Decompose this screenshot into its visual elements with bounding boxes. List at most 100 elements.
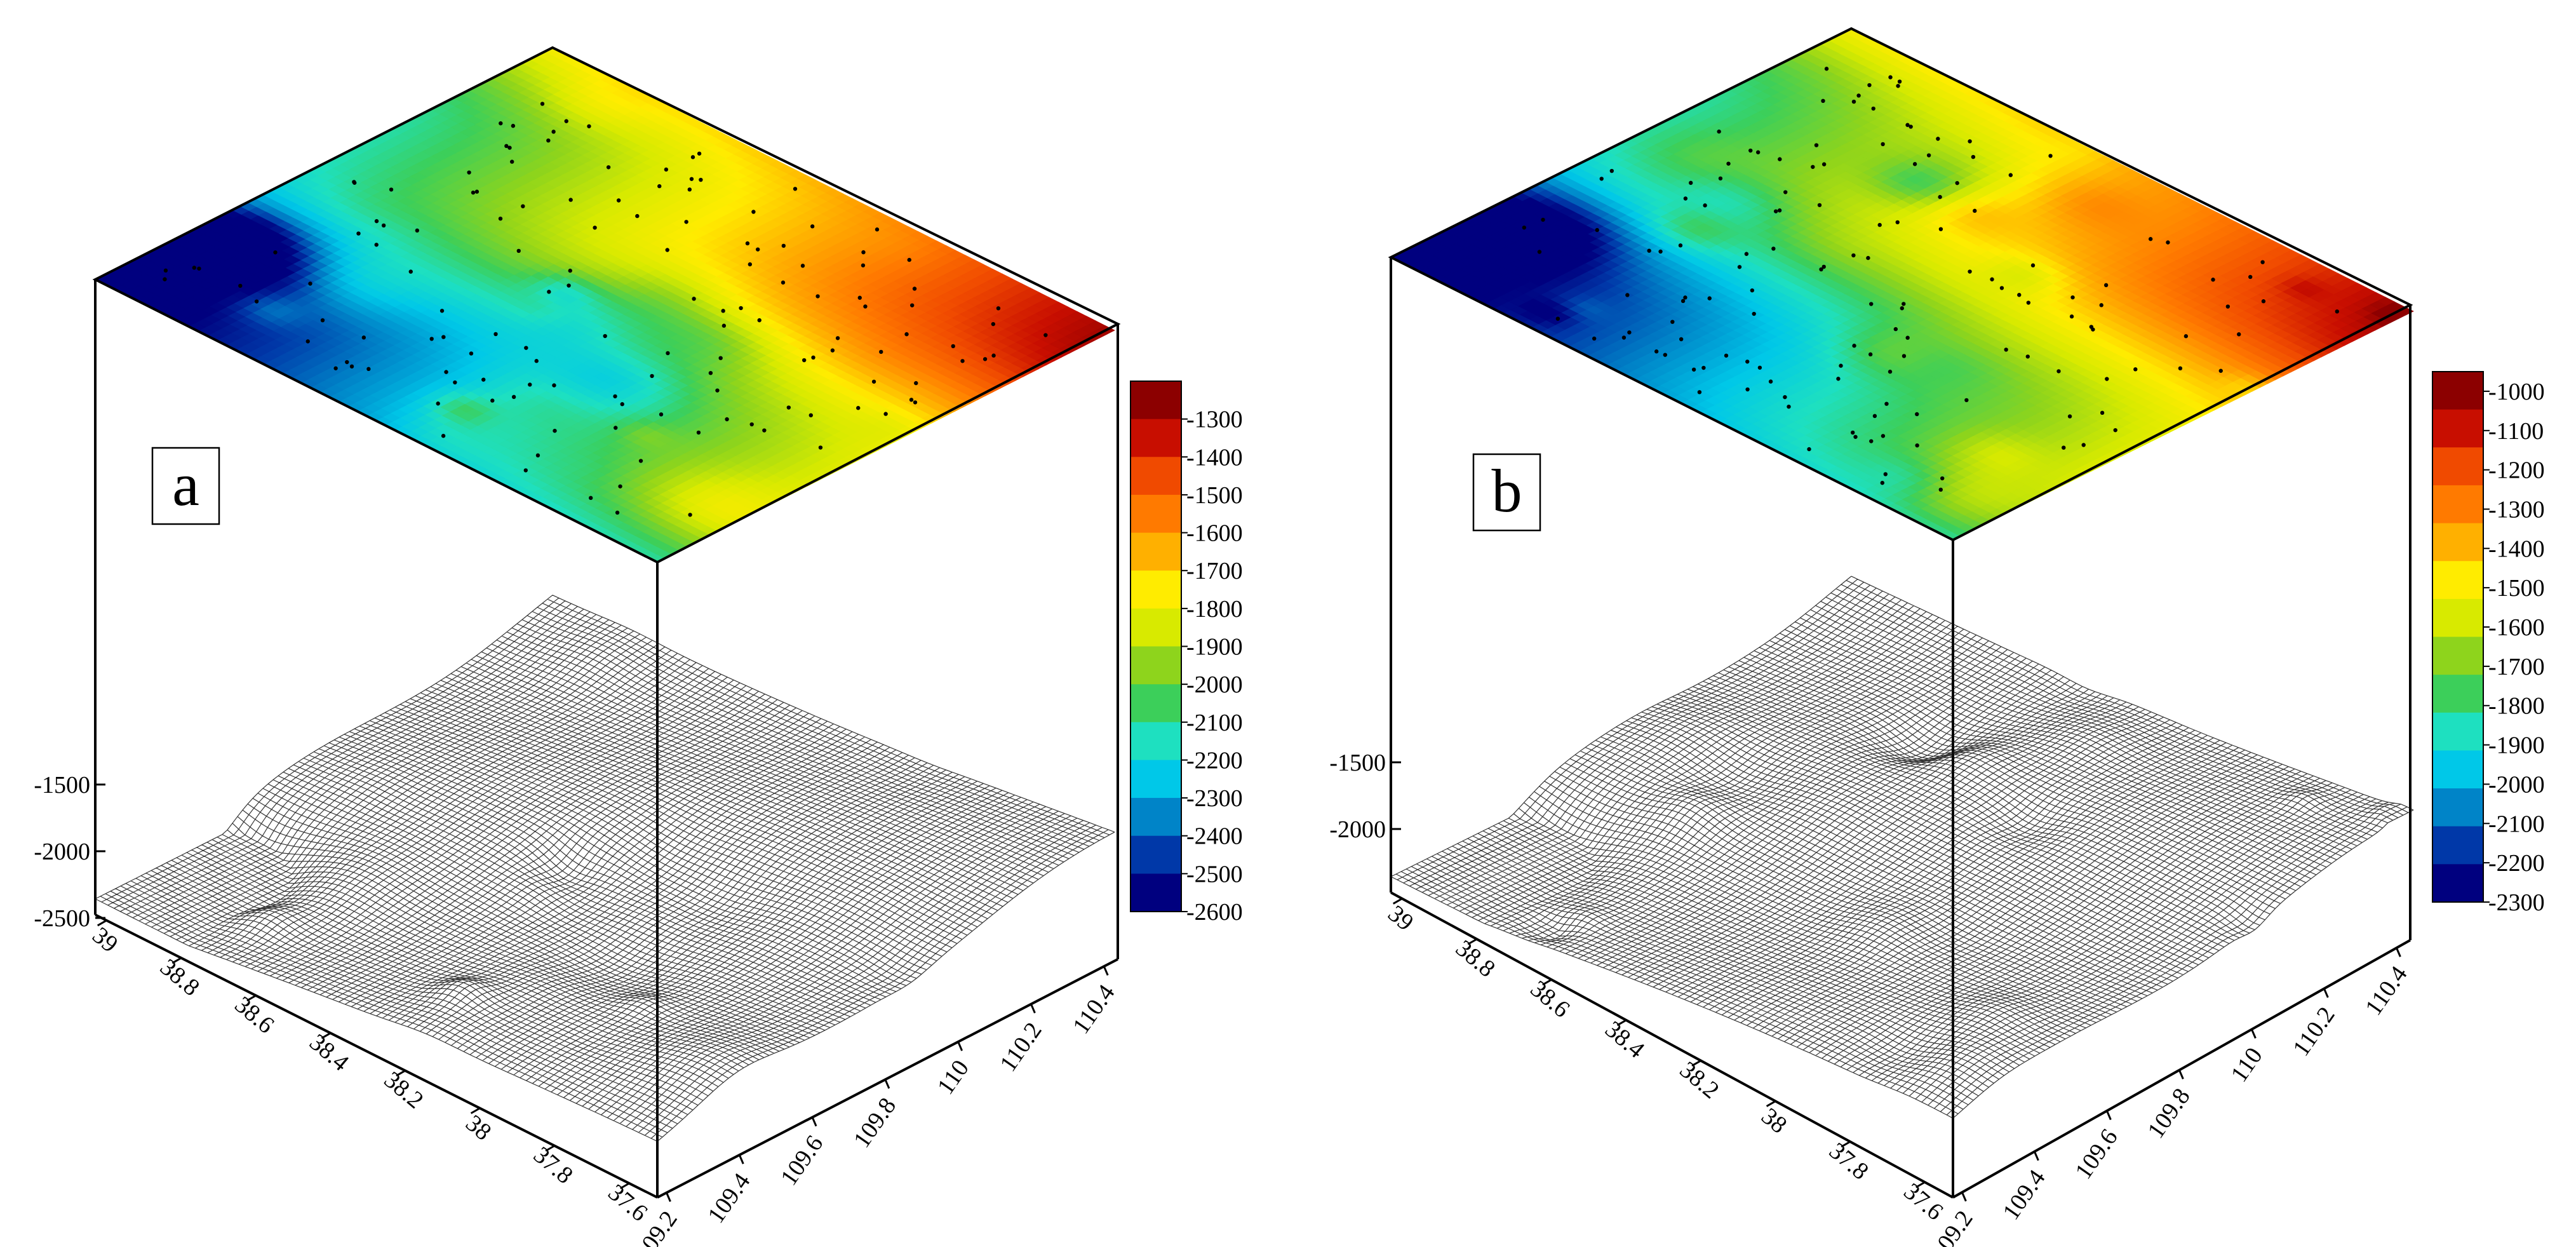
sample-point — [389, 187, 394, 192]
colorbar-label: -2300 — [1186, 785, 1243, 812]
sample-point — [567, 283, 571, 288]
z-tick-label: -1500 — [34, 772, 90, 799]
contour-map — [95, 47, 1115, 563]
sample-point — [811, 355, 815, 360]
y-tick — [884, 1079, 890, 1089]
sample-point — [498, 216, 503, 221]
sample-point — [540, 102, 545, 106]
sample-point — [696, 430, 701, 435]
sample-point — [786, 405, 791, 410]
sample-point — [781, 280, 786, 285]
sample-point — [808, 413, 813, 417]
sample-point — [914, 381, 918, 386]
colorbar-label: -1900 — [1186, 634, 1243, 661]
sample-point — [444, 370, 448, 374]
sample-point — [163, 268, 168, 273]
sample-point — [254, 299, 259, 304]
sample-point — [469, 351, 474, 356]
colorbar-label: -2200 — [1186, 747, 1243, 774]
colorbar-segment — [1130, 873, 1181, 912]
y-tick — [1103, 966, 1109, 976]
sample-point — [913, 400, 918, 405]
sample-point — [815, 294, 820, 299]
x-tick-label: 38.4 — [304, 1029, 354, 1077]
sample-point — [748, 262, 753, 267]
z-tick-label: -2000 — [34, 839, 90, 865]
sample-point — [697, 151, 702, 156]
sample-point — [616, 198, 621, 203]
colorbar-segment — [1130, 494, 1181, 534]
sample-point — [568, 198, 573, 202]
x-tick-label: 37.6 — [603, 1179, 652, 1227]
colorbar-segment — [1130, 798, 1181, 837]
sample-point — [471, 190, 476, 195]
sample-point — [614, 426, 618, 430]
sample-point — [687, 187, 692, 192]
sample-point — [546, 138, 551, 143]
sample-point — [361, 335, 366, 340]
sample-point — [835, 336, 840, 340]
colorbar-segment — [1130, 419, 1181, 457]
x-tick-label: 38.6 — [230, 991, 279, 1039]
sample-point — [308, 281, 312, 286]
sample-point — [810, 224, 815, 229]
sample-point — [273, 250, 278, 255]
sample-point — [618, 484, 622, 489]
colorbar-label: -1300 — [1186, 407, 1243, 433]
sample-point — [349, 364, 354, 369]
colorbar-segment — [1130, 608, 1181, 647]
colorbar-segment — [1130, 760, 1181, 799]
wireframe-surface — [95, 595, 1115, 1142]
sample-point — [613, 394, 617, 399]
sample-point — [1043, 333, 1048, 337]
sample-point — [960, 359, 965, 363]
sample-point — [666, 351, 670, 356]
sample-point — [689, 177, 694, 181]
sample-point — [552, 383, 556, 388]
y-tick — [738, 1154, 744, 1164]
sample-point — [439, 309, 445, 313]
y-tick-label: 110 — [932, 1055, 974, 1100]
sample-point — [453, 380, 457, 385]
sample-point — [904, 332, 909, 337]
x-tick-label: 38.8 — [155, 954, 205, 1001]
colorbar-segment — [1130, 532, 1181, 571]
y-tick — [666, 1192, 671, 1203]
sample-point — [657, 184, 662, 189]
sample-point — [745, 241, 750, 246]
sample-point — [381, 223, 386, 228]
colorbar-label: -1400 — [1186, 444, 1243, 471]
sample-point — [983, 357, 988, 361]
sample-point — [511, 123, 516, 128]
sample-point — [638, 459, 643, 463]
sample-point — [818, 445, 823, 450]
z-tick-label: -2500 — [34, 905, 90, 932]
colorbar-label: -1500 — [1186, 482, 1243, 509]
sample-point — [991, 353, 996, 358]
sample-point — [800, 264, 805, 268]
sample-point — [757, 318, 761, 323]
colorbar-segment — [1130, 381, 1181, 420]
sample-point — [436, 401, 440, 406]
sample-point — [197, 266, 201, 271]
sample-point — [793, 187, 798, 191]
sample-point — [305, 339, 310, 344]
sample-point — [883, 412, 888, 416]
sample-point — [553, 428, 557, 433]
sample-point — [659, 412, 664, 417]
colorbar-label: -2000 — [1186, 671, 1243, 698]
panel-label: a — [172, 450, 199, 518]
y-tick-label: 110.4 — [1068, 980, 1120, 1039]
sample-point — [467, 170, 471, 175]
sample-point — [320, 318, 325, 323]
sample-point — [699, 177, 703, 182]
surface-mesh — [95, 595, 1115, 1142]
y-tick — [957, 1041, 963, 1051]
sample-point — [684, 220, 688, 224]
sample-point — [690, 155, 695, 159]
sample-point — [749, 422, 754, 427]
sample-point — [516, 248, 521, 253]
sample-point — [499, 121, 503, 126]
sample-point — [830, 348, 835, 353]
